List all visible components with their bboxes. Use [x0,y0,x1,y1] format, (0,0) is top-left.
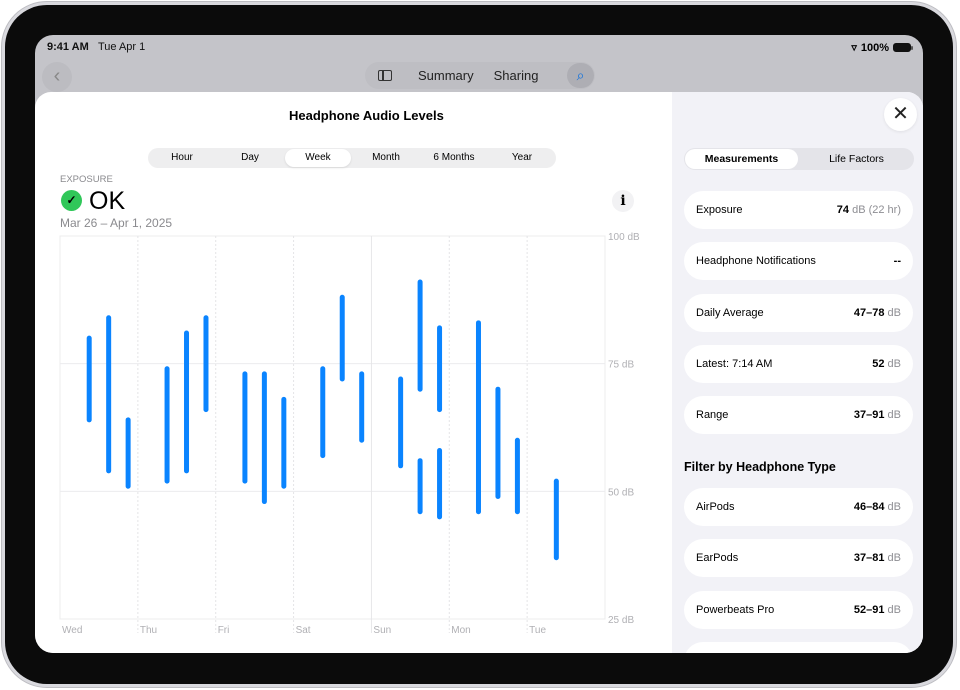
filter-row[interactable]: Powerbeats Pro 52–91 dB [684,590,913,629]
measurement-row[interactable]: Headphone Notifications -- [684,242,913,281]
measurement-row[interactable]: Range 37–91 dB [684,396,913,435]
status-time: 9:41 AM Tue Apr 1 [47,41,145,53]
search-button[interactable]: ⌕ [567,63,594,88]
range-week[interactable]: Week [285,149,351,167]
sheet-title: Headphone Audio Levels [289,108,444,123]
row-label: Powerbeats Pro [696,603,775,616]
x-tick-label: Wed [62,625,82,636]
value: -- [893,255,901,268]
checkmark-icon: ✓ [61,190,82,211]
row-label: EarPods [696,552,739,565]
detail-sheet: Measurements Life Factors Exposure 74 dB … [35,92,923,653]
row-value: 52–91 dB [854,604,901,616]
measurements-panel: Measurements Life Factors Exposure 74 dB … [672,92,923,653]
row-value: 74 dB (22 hr) [837,204,901,216]
tab-measurements[interactable]: Measurements [685,149,798,169]
value: 52–91 [853,603,885,616]
measurement-row[interactable]: Daily Average 47–78 dB [684,293,913,332]
row-label: Daily Average [696,306,764,319]
close-button[interactable]: ✕ [884,98,917,131]
battery-icon [893,43,913,52]
x-tick-label: Thu [140,625,157,636]
unit: dB [887,501,901,513]
value: 47–78 [853,306,885,319]
plot-frame [59,235,606,620]
nav-bar: Summary Sharing ⌕ [365,62,595,89]
row-value: 46–84 dB [854,501,901,513]
x-tick-label: Tue [529,625,546,636]
filter-row[interactable]: EarPods 37–81 dB [684,539,913,578]
row-value: 52 dB [872,358,901,370]
unit: dB [887,409,901,422]
unit: dB [887,306,901,319]
status-bar: 9:41 AM Tue Apr 1 ▿ 100% [35,41,923,55]
row-value: 47–78 dB [854,307,901,319]
date: Tue Apr 1 [97,41,146,53]
row-label: AirPods [696,501,735,513]
close-icon: ✕ [892,103,909,125]
unit: dB [887,603,901,616]
exposure-label: EXPOSURE [60,174,113,185]
row-value: 37–81 dB [854,552,901,564]
date-range: Mar 26 – Apr 1, 2025 [60,216,173,230]
filter-row[interactable]: AirPods 46–84 dB [684,488,913,526]
unit: dB [887,552,901,565]
measurement-row[interactable]: Exposure 74 dB (22 hr) [684,191,913,229]
chevron-left-icon: ‹ [53,65,61,87]
x-tick-label: Fri [218,625,230,636]
value: 46–84 [853,501,885,513]
value: 37–81 [853,552,885,565]
row-label: Range [696,409,729,422]
x-tick-label: Sat [296,625,311,636]
info-icon: i [620,193,626,209]
row-value: -- [894,255,901,267]
back-button[interactable]: ‹ [42,62,72,92]
range-month[interactable]: Month [372,152,400,163]
value: 37–91 [853,409,885,422]
exposure-status: OK [89,187,126,215]
time: 9:41 AM [47,41,89,53]
value: 52 [872,357,885,370]
range-hour[interactable]: Hour [171,152,193,163]
status-right: ▿ 100% [851,41,913,54]
audio-levels-chart: 100 dB 75 dB 50 dB 25 dB Wed Thu Fri Sat Sun Mon T… [59,232,640,636]
y-tick-label: 50 dB [608,487,634,498]
sidebar-icon[interactable] [378,70,392,81]
value: 74 [836,204,850,216]
x-tick-label: Sun [373,625,391,636]
screen: 9:41 AM Tue Apr 1 ▿ 100% ‹ Summary Sharin… [35,35,923,653]
time-range-control: Hour Day Week Month 6 Months Year [148,148,556,168]
range-6-months[interactable]: 6 Months [433,152,475,163]
row-label: Headphone Notifications [696,255,816,268]
range-day[interactable]: Day [241,152,259,163]
row-label: Latest: 7:14 AM [696,357,773,370]
panel-segmented-control: Measurements Life Factors [684,148,914,170]
unit: dB (22 hr) [852,204,901,216]
tab-sharing[interactable]: Sharing [493,68,539,83]
filter-heading: Filter by Headphone Type [684,460,836,474]
range-year[interactable]: Year [511,152,533,163]
y-tick-label: 75 dB [608,360,634,371]
y-tick-label: 100 dB [608,232,640,243]
search-icon: ⌕ [576,67,585,83]
filter-row[interactable] [684,641,913,653]
info-button[interactable]: i [612,190,634,212]
tab-summary[interactable]: Summary [418,68,474,83]
measurement-row[interactable]: Latest: 7:14 AM 52 dB [684,344,913,383]
row-value: 37–91 dB [854,409,901,421]
x-tick-label: Mon [451,625,470,636]
y-tick-label: 25 dB [608,615,634,626]
wifi-icon: ▿ [851,42,857,54]
battery-percent: 100% [860,41,889,54]
row-label: Exposure [696,204,743,216]
unit: dB [887,357,901,370]
tab-life-factors[interactable]: Life Factors [829,153,884,165]
